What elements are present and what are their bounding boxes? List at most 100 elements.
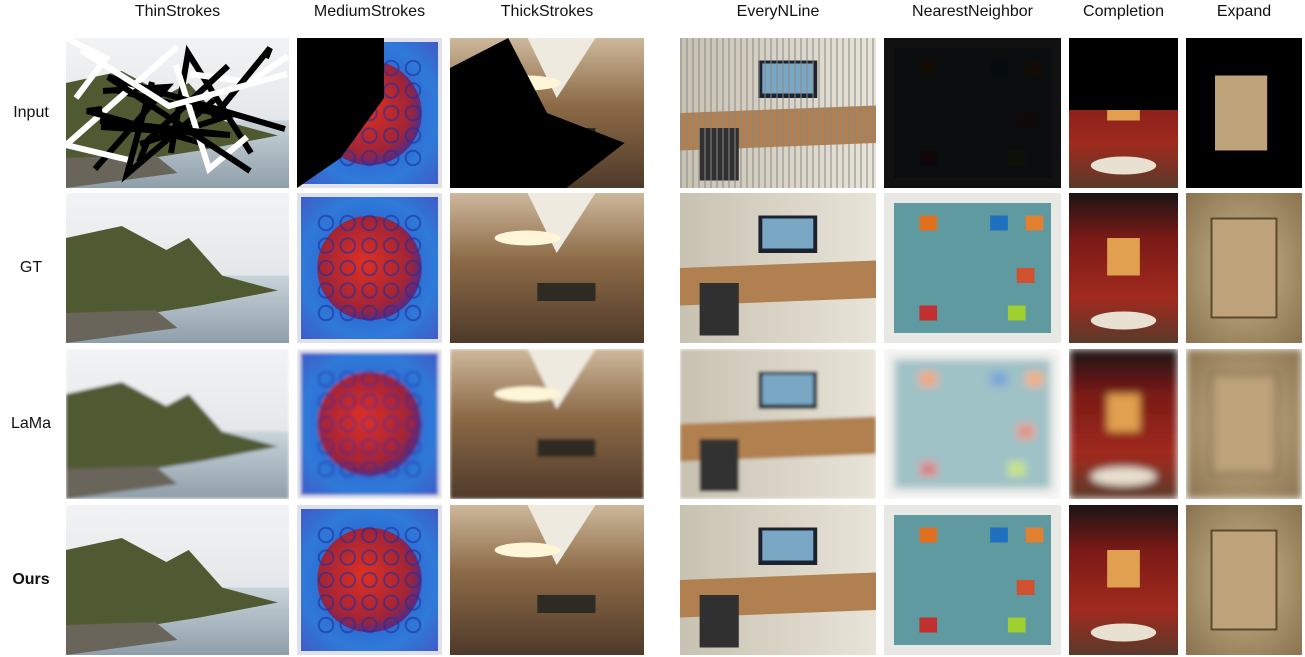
shape: [1025, 527, 1044, 543]
cell: [317, 282, 335, 299]
image-content: [66, 505, 289, 655]
pc: [699, 128, 739, 181]
shape: [1007, 617, 1026, 633]
cell: [339, 549, 356, 566]
shape: [919, 215, 938, 231]
cell: [404, 549, 422, 566]
row-label: GT: [20, 259, 42, 276]
image: [1186, 349, 1302, 499]
line-mask: [692, 38, 694, 188]
cell: [339, 594, 356, 611]
cell: [404, 571, 422, 589]
inner: [1210, 529, 1278, 631]
image: [1069, 38, 1178, 188]
cell: [383, 571, 400, 589]
shape: [990, 371, 1008, 387]
shape: [1025, 215, 1044, 231]
cell: [317, 415, 335, 433]
cell: [404, 237, 422, 254]
cell: [339, 460, 356, 478]
image: [680, 349, 876, 499]
cell: [383, 549, 400, 566]
line-mask: [710, 38, 712, 188]
image: [450, 38, 644, 188]
image-content: [1186, 349, 1302, 499]
line-mask: [836, 38, 838, 188]
cell: [404, 526, 422, 544]
cell: [404, 393, 422, 410]
cell: [383, 282, 400, 299]
image: [297, 505, 442, 655]
image: [297, 349, 442, 499]
cell: [317, 526, 335, 544]
cell: [383, 616, 400, 634]
line-mask: [686, 38, 688, 188]
cell: [317, 460, 335, 478]
line-mask: [848, 38, 850, 188]
image-content: [680, 193, 876, 343]
window: [1107, 394, 1140, 432]
sphere: [317, 371, 422, 477]
cell: [361, 393, 378, 410]
pc: [699, 439, 739, 492]
cell: [317, 370, 335, 388]
line-mask: [866, 38, 868, 188]
cell: [361, 282, 378, 299]
image-content: [884, 349, 1061, 499]
cell: [404, 438, 422, 455]
table: [1090, 156, 1157, 175]
line-mask: [782, 38, 784, 188]
window: [1107, 238, 1140, 276]
shape: [919, 461, 938, 477]
image-content: [1069, 505, 1178, 655]
image-content: [450, 193, 644, 343]
line-mask: [788, 38, 790, 188]
image: [884, 505, 1061, 655]
cell: [361, 594, 378, 611]
cell: [404, 460, 422, 478]
shape: [990, 527, 1008, 543]
cell: [339, 370, 356, 388]
image-content: [297, 349, 442, 499]
table: [537, 283, 596, 301]
rocks: [66, 310, 178, 343]
shape: [990, 215, 1008, 231]
cell: [317, 594, 335, 611]
cell: [404, 59, 422, 77]
cell: [361, 259, 378, 277]
line-mask: [740, 38, 742, 188]
line-mask: [860, 38, 862, 188]
table: [537, 595, 596, 613]
cell: [361, 526, 378, 544]
cell: [404, 304, 422, 322]
table: [1090, 467, 1157, 486]
lamp: [494, 386, 561, 402]
line-mask: [812, 38, 814, 188]
image-content: [297, 193, 442, 343]
cell: [339, 393, 356, 410]
cell: [361, 127, 378, 144]
mask: [297, 38, 384, 188]
line-mask: [806, 38, 808, 188]
image-content: [66, 193, 289, 343]
shape: [1016, 580, 1035, 595]
cell: [383, 370, 400, 388]
row-label: LaMa: [11, 415, 51, 432]
image: [1186, 505, 1302, 655]
cell: [383, 415, 400, 433]
image: [1186, 193, 1302, 343]
image: [297, 38, 442, 188]
line-mask: [842, 38, 844, 188]
line-mask: [800, 38, 802, 188]
line-mask: [680, 38, 682, 188]
mask: [1069, 38, 1178, 110]
table: [537, 439, 596, 457]
shape: [1016, 424, 1035, 439]
pc: [699, 595, 739, 648]
cell: [404, 282, 422, 299]
line-mask: [752, 38, 754, 188]
line-mask: [746, 38, 748, 188]
stroke: [106, 74, 286, 174]
image-content: [66, 349, 289, 499]
